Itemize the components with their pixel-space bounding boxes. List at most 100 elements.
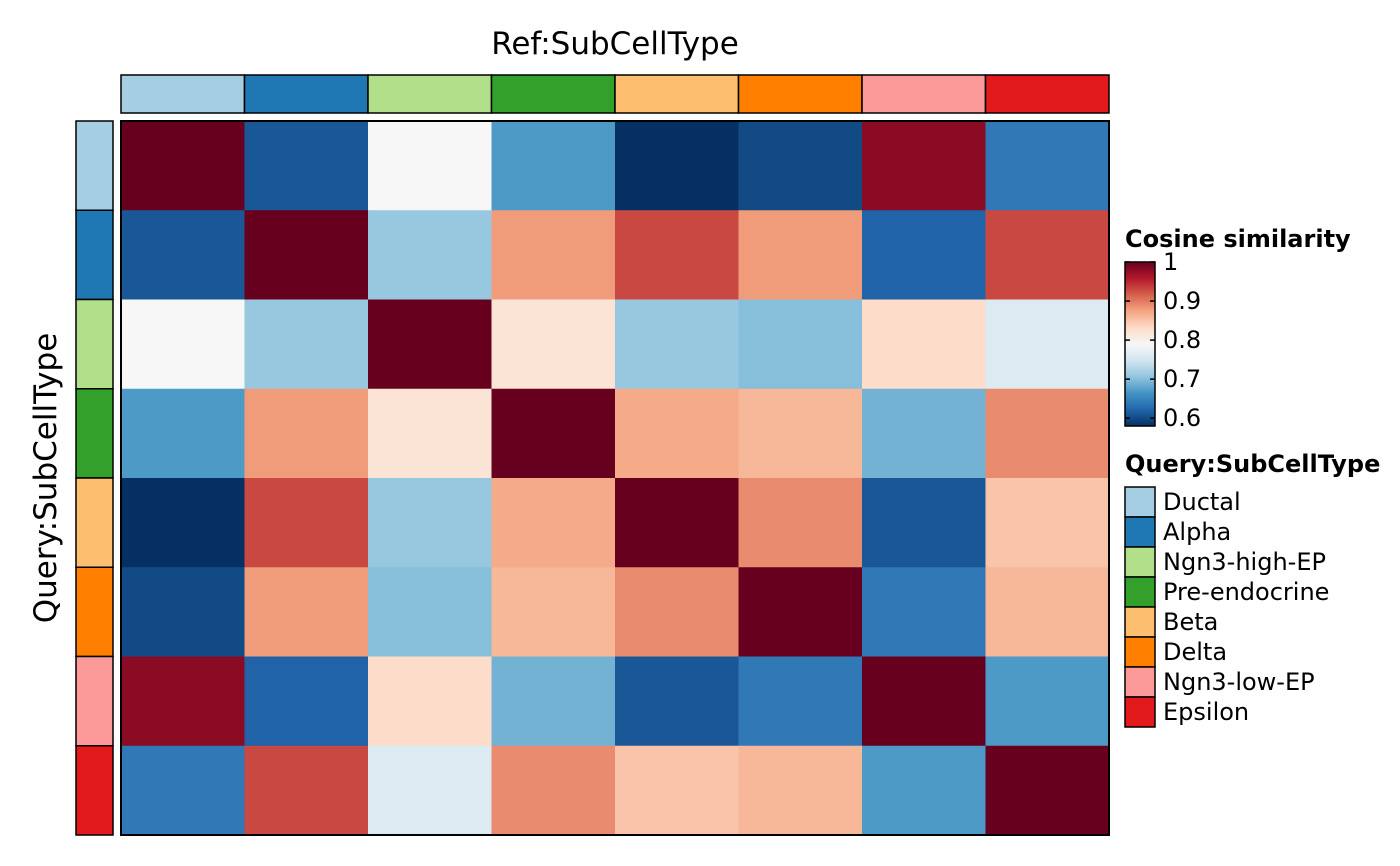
heatmap-cell bbox=[121, 210, 246, 301]
row-annotation-cell bbox=[75, 745, 114, 836]
heatmap-cell bbox=[244, 567, 369, 658]
heatmap-cell bbox=[738, 388, 863, 479]
heatmap-cell bbox=[244, 121, 369, 211]
row-annotation-cell bbox=[75, 388, 114, 479]
heatmap-cell bbox=[862, 210, 987, 301]
heatmap-cell bbox=[985, 478, 1110, 568]
heatmap-cell bbox=[615, 745, 740, 836]
heatmap-cells bbox=[121, 121, 1110, 836]
column-annotation-cell bbox=[737, 74, 863, 114]
heatmap-cell bbox=[615, 388, 740, 479]
heatmap-cell bbox=[121, 299, 246, 390]
column-annotation-cell bbox=[861, 74, 987, 114]
heatmap-cell bbox=[862, 745, 987, 836]
heatmap-cell bbox=[491, 121, 616, 211]
heatmap-cell bbox=[244, 210, 369, 301]
heatmap-cell bbox=[491, 567, 616, 658]
row-annotation-bar bbox=[75, 120, 114, 836]
column-annotation-cell bbox=[490, 74, 616, 114]
heatmap-cell bbox=[615, 478, 740, 568]
heatmap-cell bbox=[491, 656, 616, 747]
heatmap-cell bbox=[862, 121, 987, 211]
colorbar-tick-label: 0.6 bbox=[1163, 404, 1201, 432]
row-annotation-cell bbox=[75, 477, 114, 568]
legend: DuctalAlphaNgn3-high-EPPre-endocrineBeta… bbox=[1124, 486, 1329, 728]
colorbar bbox=[1124, 261, 1156, 427]
heatmap-cell bbox=[615, 210, 740, 301]
legend-label: Pre-endocrine bbox=[1163, 578, 1329, 606]
heatmap-cell bbox=[738, 210, 863, 301]
legend-swatch bbox=[1124, 636, 1156, 668]
legend-label: Ngn3-high-EP bbox=[1163, 548, 1326, 576]
heatmap-cell bbox=[368, 210, 493, 301]
heatmap-cell bbox=[121, 121, 246, 211]
column-annotation-cell bbox=[243, 74, 369, 114]
legend-label: Beta bbox=[1163, 608, 1218, 636]
heatmap-border bbox=[120, 120, 1110, 836]
heatmap-cell bbox=[738, 478, 863, 568]
heatmap-cell bbox=[368, 656, 493, 747]
heatmap-cell bbox=[368, 388, 493, 479]
legend-label: Delta bbox=[1163, 638, 1227, 666]
legend-swatch bbox=[1124, 546, 1156, 578]
heatmap-cell bbox=[491, 745, 616, 836]
heatmap-cell bbox=[121, 567, 246, 658]
heatmap-cell bbox=[491, 388, 616, 479]
heatmap-cell bbox=[985, 745, 1110, 836]
colorbar-tick-label: 1 bbox=[1163, 248, 1178, 276]
heatmap-cell bbox=[862, 656, 987, 747]
heatmap-cell bbox=[738, 745, 863, 836]
column-annotation-cell bbox=[984, 74, 1110, 114]
row-annotation-cell bbox=[75, 120, 114, 211]
colorbar-title: Cosine similarity bbox=[1125, 225, 1351, 253]
heatmap-cell bbox=[985, 388, 1110, 479]
legend-title: Query:SubCellType bbox=[1125, 450, 1380, 478]
column-annotation-cell bbox=[614, 74, 740, 114]
x-axis-title: Ref:SubCellType bbox=[491, 26, 739, 62]
legend-swatch bbox=[1124, 516, 1156, 548]
heatmap-cell bbox=[615, 121, 740, 211]
row-annotation-cell bbox=[75, 298, 114, 390]
heatmap-cell bbox=[862, 567, 987, 658]
heatmap-cell bbox=[368, 478, 493, 568]
colorbar-tick-label: 0.9 bbox=[1163, 287, 1201, 315]
colorbar-tick-label: 0.7 bbox=[1163, 365, 1201, 393]
heatmap-cell bbox=[368, 121, 493, 211]
heatmap-cell bbox=[368, 567, 493, 658]
row-annotation-cell bbox=[75, 209, 114, 301]
heatmap-cell bbox=[491, 478, 616, 568]
heatmap-cell bbox=[862, 478, 987, 568]
legend-label: Ductal bbox=[1163, 488, 1241, 516]
legend-label: Ngn3-low-EP bbox=[1163, 668, 1315, 696]
heatmap-cell bbox=[615, 299, 740, 390]
heatmap-cell bbox=[244, 656, 369, 747]
heatmap-cell bbox=[244, 299, 369, 390]
legend-swatch bbox=[1124, 606, 1156, 638]
heatmap-cell bbox=[615, 656, 740, 747]
row-annotation-cell bbox=[75, 655, 114, 747]
heatmap-cell bbox=[121, 388, 246, 479]
heatmap-cell bbox=[862, 299, 987, 390]
colorbar-tick-label: 0.8 bbox=[1163, 326, 1201, 354]
heatmap-cell bbox=[368, 745, 493, 836]
heatmap-cell bbox=[738, 121, 863, 211]
heatmap-cell bbox=[121, 656, 246, 747]
y-axis-title: Query:SubCellType bbox=[28, 333, 64, 624]
heatmap-cell bbox=[738, 656, 863, 747]
column-annotation-cell bbox=[367, 74, 493, 114]
legend-label: Alpha bbox=[1163, 518, 1231, 546]
heatmap-cell bbox=[244, 478, 369, 568]
heatmap-cell bbox=[615, 567, 740, 658]
heatmap-cell bbox=[862, 388, 987, 479]
legend-swatch bbox=[1124, 576, 1156, 608]
heatmap-cell bbox=[985, 656, 1110, 747]
heatmap-cell bbox=[244, 388, 369, 479]
heatmap-cell bbox=[491, 210, 616, 301]
legend-swatch bbox=[1124, 486, 1156, 518]
column-annotation-cell bbox=[120, 74, 246, 114]
heatmap-cell bbox=[121, 478, 246, 568]
heatmap-cell bbox=[738, 567, 863, 658]
row-annotation-cell bbox=[75, 566, 114, 658]
legend-label: Epsilon bbox=[1163, 698, 1249, 726]
